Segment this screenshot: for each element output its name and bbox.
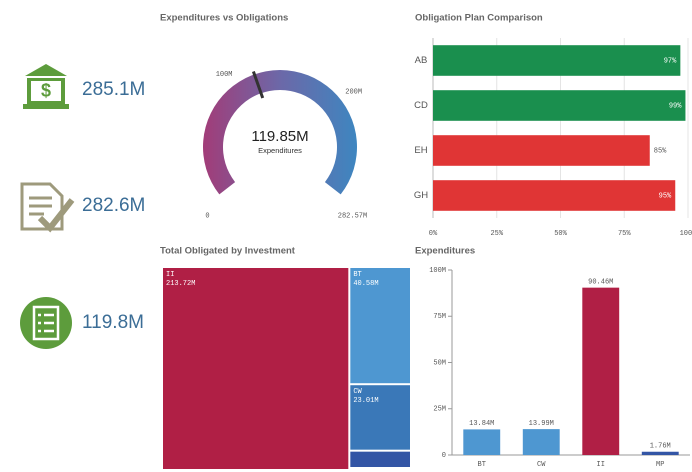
chart-title: Expenditures vs Obligations bbox=[160, 13, 288, 24]
x-tick-label: 100% bbox=[680, 230, 692, 238]
gauge-arc bbox=[203, 70, 357, 195]
y-tick-label: AB bbox=[415, 55, 428, 66]
gauge-tick-label: 0 bbox=[205, 212, 209, 220]
bar bbox=[433, 45, 681, 76]
value-label: 90.46M bbox=[588, 278, 613, 286]
bar bbox=[433, 90, 686, 121]
cell-label: BT bbox=[353, 271, 361, 279]
value-label: 95% bbox=[659, 192, 672, 200]
treemap-cell bbox=[350, 268, 410, 384]
x-tick-label: 50% bbox=[554, 230, 567, 238]
svg-text:$: $ bbox=[41, 80, 51, 100]
chart-title: Expenditures bbox=[415, 246, 475, 257]
gauge-label: Expenditures bbox=[258, 146, 302, 155]
value-label: 13.84M bbox=[469, 420, 494, 428]
y-tick-label: CD bbox=[414, 100, 428, 111]
x-tick-label: MP bbox=[656, 461, 664, 469]
cell-label: CW bbox=[353, 388, 362, 396]
y-tick-label: EH bbox=[414, 145, 427, 156]
bank-icon: $ bbox=[23, 64, 69, 109]
cell-value: 213.72M bbox=[166, 280, 195, 288]
kpi-value: 282.6M bbox=[82, 195, 145, 216]
bar bbox=[433, 135, 650, 166]
gauge-value: 119.85M bbox=[251, 128, 308, 145]
cell-value: 23.01M bbox=[353, 397, 378, 405]
x-tick-label: CW bbox=[537, 461, 546, 469]
y-tick-label: GH bbox=[414, 190, 428, 201]
bar bbox=[522, 429, 560, 455]
bar bbox=[463, 429, 501, 455]
value-label: 1.76M bbox=[650, 443, 671, 451]
gauge-tick-label: 200M bbox=[345, 89, 362, 97]
bar bbox=[582, 287, 620, 455]
cell-label: II bbox=[166, 271, 174, 279]
treemap-cell bbox=[350, 385, 410, 450]
gauge-tick-label: 282.57M bbox=[338, 212, 367, 220]
document-icon bbox=[20, 182, 75, 233]
kpi-value: 285.1M bbox=[82, 79, 145, 100]
y-tick-label: 75M bbox=[433, 313, 446, 321]
treemap-cell bbox=[163, 268, 349, 469]
kpi-value: 119.8M bbox=[82, 312, 144, 333]
y-tick-label: 100M bbox=[429, 267, 446, 275]
gauge-needle bbox=[251, 71, 265, 99]
cell-value: 40.58M bbox=[353, 280, 378, 288]
y-tick-label: 25M bbox=[433, 406, 446, 414]
x-tick-label: 25% bbox=[490, 230, 503, 238]
y-tick-label: 50M bbox=[433, 359, 446, 367]
value-label: 85% bbox=[654, 147, 667, 155]
value-label: 99% bbox=[669, 102, 682, 110]
bar bbox=[433, 180, 676, 211]
chart-title: Obligation Plan Comparison bbox=[415, 13, 543, 24]
y-tick-label: 0 bbox=[442, 452, 446, 460]
chart-title: Total Obligated by Investment bbox=[160, 246, 296, 257]
list-icon bbox=[20, 297, 72, 349]
x-tick-label: II bbox=[597, 461, 605, 469]
x-tick-label: 75% bbox=[618, 230, 631, 238]
x-tick-label: 0% bbox=[429, 230, 438, 238]
treemap-cell bbox=[350, 451, 410, 467]
value-label: 97% bbox=[664, 57, 677, 65]
bar bbox=[641, 451, 679, 455]
x-tick-label: BT bbox=[478, 461, 486, 469]
value-label: 13.99M bbox=[529, 420, 554, 428]
gauge-tick-label: 100M bbox=[216, 71, 233, 79]
